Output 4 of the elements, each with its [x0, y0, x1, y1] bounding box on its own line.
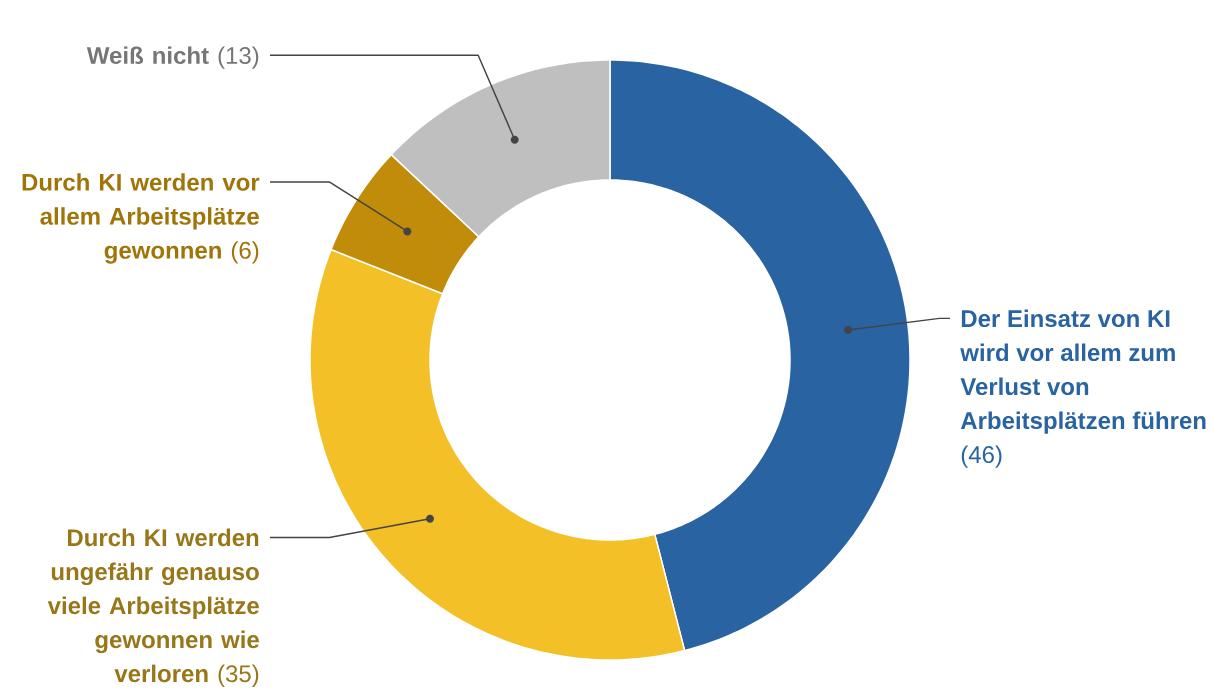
slice-label: Der Einsatz von KI wird vor allem zum Verlust von Arbeitsplätzen führen (46) [960, 309, 1206, 468]
slice-label: Durch KI werden ungefähr genauso viele Arbeitsplätze gewonnen wie verloren (35) [47, 528, 259, 687]
slice-label: Weiß nicht (13) [86, 46, 259, 69]
slice-label: Durch KI werden vor allem Arbeitsplätze gewonnen (6) [22, 173, 260, 264]
